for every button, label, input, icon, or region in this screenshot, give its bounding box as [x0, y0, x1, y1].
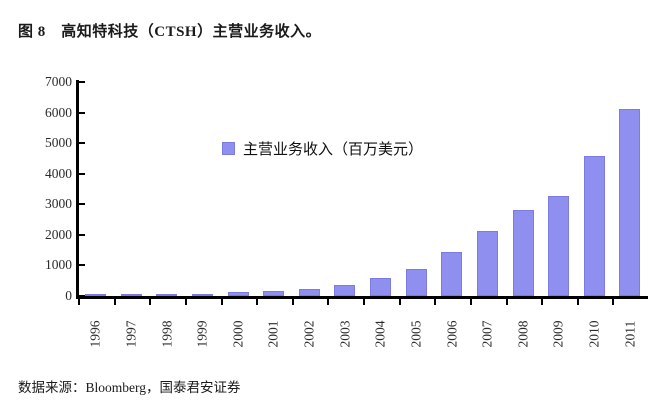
- bar-group: [256, 82, 292, 296]
- bar-1996[interactable]: [85, 294, 106, 296]
- x-axis-tick-label: 2004: [372, 320, 388, 348]
- bar-2000[interactable]: [227, 291, 249, 296]
- bar-2009[interactable]: [548, 195, 570, 296]
- bar-group: [221, 82, 257, 296]
- x-axis-tick: [612, 298, 615, 305]
- source-note: 数据来源：Bloomberg，国泰君安证券: [18, 380, 241, 395]
- bar-group: [149, 82, 185, 296]
- y-axis-tick-label: 7000: [45, 74, 72, 89]
- y-axis-tick: [79, 203, 85, 206]
- y-axis-tick: [79, 233, 85, 236]
- y-axis-tick-label: 3000: [45, 196, 72, 212]
- x-axis-tick: [576, 298, 579, 305]
- bar-group: [292, 82, 328, 296]
- bar-2008[interactable]: [512, 209, 534, 296]
- bar-group: [78, 82, 114, 296]
- bar-group: [612, 82, 648, 296]
- y-axis-tick-label: 4000: [45, 165, 72, 181]
- x-axis-tick-label: 2008: [515, 320, 531, 348]
- x-axis-tick: [469, 298, 472, 305]
- x-axis-tick: [78, 298, 80, 305]
- bar-2007[interactable]: [476, 230, 498, 296]
- x-axis-tick-label: 2010: [586, 320, 602, 348]
- bar-1998[interactable]: [156, 294, 178, 296]
- y-axis-labels: 0 1000 2000 3000 4000 5000 6000 7000: [4, 72, 72, 312]
- bar-group: [363, 82, 399, 296]
- y-axis-tick-label: 0: [65, 288, 72, 303]
- x-axis-tick: [184, 298, 187, 305]
- bar-2010[interactable]: [583, 155, 605, 296]
- y-axis-tick: [79, 172, 85, 175]
- bar-group: [399, 82, 435, 296]
- y-axis-tick: [79, 111, 85, 114]
- chart-legend: 主营业务收入（百万美元）: [222, 138, 423, 159]
- x-axis-tick: [327, 298, 330, 305]
- bar-2011[interactable]: [619, 108, 641, 296]
- y-axis-tick: [79, 142, 85, 145]
- x-axis-tick: [113, 298, 116, 305]
- x-axis-tick: [541, 298, 544, 305]
- x-axis-tick-label: 1997: [123, 320, 139, 348]
- y-axis-tick-label: 5000: [45, 135, 72, 151]
- bar-group: [541, 82, 577, 296]
- x-axis-tick-label: 2007: [479, 320, 495, 348]
- bar-chart: 0 1000 2000 3000 4000 5000 6000 7000 1996 1997 19…: [0, 72, 660, 362]
- bar-2002[interactable]: [298, 289, 320, 296]
- x-axis-tick-label: 2003: [337, 320, 353, 348]
- bar-1999[interactable]: [191, 294, 213, 296]
- x-axis-tick: [434, 298, 437, 305]
- bar-group: [185, 82, 221, 296]
- bar-2004[interactable]: [370, 278, 391, 296]
- legend-label: 主营业务收入（百万美元）: [243, 142, 424, 158]
- x-axis-tick: [149, 298, 152, 305]
- bar-2006[interactable]: [441, 252, 463, 296]
- x-axis-labels: 1996 1997 1998 1999 2000 2001 2002 2003 2004 2005…: [78, 310, 648, 366]
- bar-group: [114, 82, 150, 296]
- y-axis-tick: [79, 81, 85, 83]
- x-axis-tick-label: 2006: [444, 320, 460, 348]
- x-axis-tick: [363, 298, 365, 305]
- bar-group: [327, 82, 363, 296]
- page-title: 图 8 高知特科技（CTSH）主营业务收入。: [18, 24, 322, 40]
- x-axis-line: [76, 296, 648, 299]
- bar-group: [506, 82, 542, 296]
- bar-group: [470, 82, 506, 296]
- plot-area: [78, 82, 648, 296]
- x-axis-tick-label: 2002: [301, 320, 317, 348]
- bar-group: [434, 82, 470, 296]
- bar-2001[interactable]: [263, 290, 285, 296]
- x-axis-tick: [291, 298, 294, 305]
- bar-2003[interactable]: [334, 284, 356, 296]
- x-axis-tick-label: 1999: [194, 320, 210, 348]
- x-axis-tick-label: 2011: [622, 320, 638, 348]
- bar-2005[interactable]: [405, 268, 427, 296]
- x-axis-tick: [256, 298, 259, 305]
- y-axis-tick-label: 1000: [45, 257, 72, 273]
- legend-square-icon: [222, 142, 235, 155]
- x-axis-tick-label: 1998: [159, 320, 175, 348]
- x-axis-tick: [398, 298, 401, 305]
- x-axis-tick-label: 2009: [550, 320, 566, 348]
- y-axis-line: [76, 80, 79, 298]
- x-axis-tick: [220, 298, 223, 305]
- y-axis-tick-label: 6000: [45, 104, 72, 120]
- x-axis-tick-label: 2000: [230, 320, 246, 348]
- x-axis-tick-label: 2005: [408, 320, 424, 348]
- x-axis-tick-label: 1996: [87, 320, 103, 348]
- bar-1997[interactable]: [120, 294, 142, 296]
- x-axis-tick: [505, 298, 508, 305]
- y-axis-tick-label: 2000: [45, 226, 72, 242]
- y-axis-tick: [79, 264, 85, 267]
- bar-group: [577, 82, 613, 296]
- y-axis-tick: [79, 295, 85, 297]
- x-axis-tick-label: 2001: [265, 320, 281, 348]
